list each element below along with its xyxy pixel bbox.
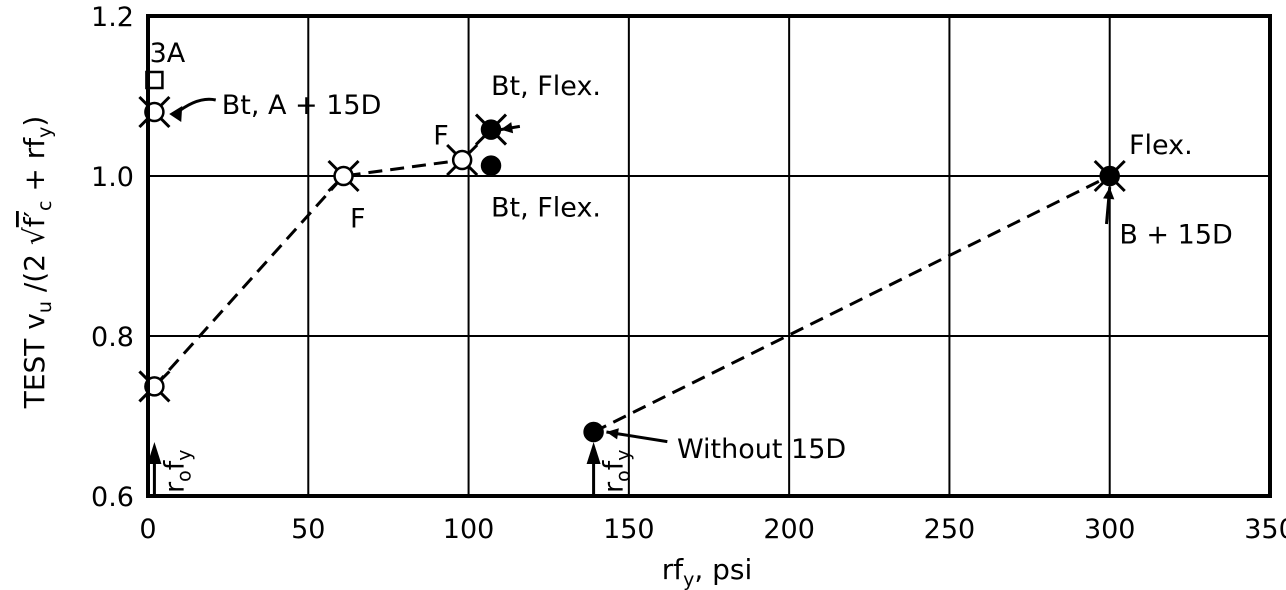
y-axis-label-main: TEST v bbox=[18, 313, 51, 409]
marker-label-f-sub: y bbox=[613, 450, 635, 461]
y-axis-label-fc-sub: c bbox=[34, 201, 56, 211]
data-point-filled-circle bbox=[583, 421, 604, 443]
y-axis-label-fc: f′ bbox=[18, 211, 51, 227]
data-point-open-circle-x bbox=[446, 143, 479, 177]
y-axis-label-mid: /(2 √ bbox=[18, 227, 51, 301]
annotation-label: Bt, Flex. bbox=[491, 71, 601, 102]
x-axis-label-main: rf bbox=[662, 553, 685, 586]
marker-label-f: f bbox=[159, 459, 190, 470]
marker-label-f-sub: y bbox=[173, 450, 195, 461]
marker-label: rofy bbox=[599, 450, 635, 494]
leader-bt-flex-head bbox=[500, 122, 514, 134]
y-tick-label: 0.6 bbox=[91, 482, 134, 513]
data-point-filled-circle-x bbox=[474, 113, 508, 146]
x-tick-label: 250 bbox=[924, 514, 976, 545]
annotation-label: Flex. bbox=[1129, 130, 1193, 161]
series-line bbox=[592, 174, 1111, 434]
marker-label-r-sub: o bbox=[613, 470, 635, 482]
x-tick-label: 100 bbox=[443, 514, 495, 545]
marker-label-r: r bbox=[599, 481, 630, 493]
point-circle bbox=[480, 119, 502, 140]
data-point-open-circle-x bbox=[138, 95, 171, 129]
annotation-label: Bt, A + 15D bbox=[222, 90, 382, 121]
y-axis-label-tail: + rf bbox=[18, 137, 51, 201]
annotation-label: B + 15D bbox=[1119, 220, 1232, 251]
marker-label: rofy bbox=[159, 450, 195, 494]
annotation-label: Bt, Flex. bbox=[491, 192, 601, 223]
point-circle bbox=[451, 149, 473, 171]
marker-label-f: f bbox=[599, 459, 630, 470]
x-axis-label-sub: y bbox=[683, 569, 694, 590]
y-axis-label: TEST vu /(2 √f′c + rfy) bbox=[18, 116, 56, 410]
point-circle bbox=[480, 155, 502, 176]
data-point-filled-circle-x bbox=[1093, 159, 1126, 193]
plot-frame bbox=[146, 14, 1272, 498]
x-tick-label: 0 bbox=[139, 514, 156, 545]
y-axis-label-close: ) bbox=[18, 116, 51, 127]
x-axis-label-unit: , psi bbox=[694, 553, 752, 586]
annotation-label: F bbox=[350, 204, 366, 235]
x-tick-label: 300 bbox=[1084, 514, 1136, 545]
series-lines bbox=[153, 158, 1111, 434]
point-circle bbox=[1099, 165, 1120, 187]
y-tick-label: 1.2 bbox=[91, 2, 134, 33]
leader-b-15d-head bbox=[1103, 187, 1115, 200]
x-axis-label: rfy, psi bbox=[662, 553, 753, 590]
annotation-arrowhead bbox=[169, 106, 183, 122]
x-tick-label: 150 bbox=[603, 514, 655, 545]
marker-label-r: r bbox=[159, 481, 190, 493]
y-tick-label: 0.8 bbox=[91, 322, 134, 353]
x-tick-label: 350 bbox=[1244, 514, 1286, 545]
annotation-label: Without 15D bbox=[677, 434, 846, 465]
marker-arrowhead bbox=[147, 442, 162, 464]
x-tick-label: 50 bbox=[291, 514, 325, 545]
annotation-label: F bbox=[433, 120, 449, 151]
data-points bbox=[138, 70, 1126, 443]
x-axis-ticks: 0 50 100 150 200 250 300 350 bbox=[139, 514, 1286, 545]
point-circle bbox=[333, 165, 354, 187]
y-axis-ticks: 0.6 0.8 1.0 1.2 bbox=[91, 2, 134, 513]
marker-label-r-sub: o bbox=[173, 470, 195, 482]
grid bbox=[147, 15, 1271, 497]
data-point-filled-circle bbox=[480, 155, 502, 176]
x-tick-label: 200 bbox=[763, 514, 815, 545]
point-circle bbox=[583, 421, 604, 443]
marker-arrowhead bbox=[586, 442, 601, 464]
y-tick-label: 1.0 bbox=[91, 162, 134, 193]
y-axis-label-tail-sub: y bbox=[34, 127, 56, 138]
leader-without-15d-head bbox=[606, 428, 619, 440]
data-point-open-circle-x bbox=[138, 370, 171, 403]
y-axis-label-sub: u bbox=[34, 301, 56, 313]
annotations: 3A Bt, A + 15D Bt, Flex. F Bt, Flex. F Flex. B … bbox=[150, 38, 1233, 465]
annotation-label: 3A bbox=[150, 38, 186, 69]
series-line bbox=[153, 158, 463, 388]
data-point-open-circle-x bbox=[327, 159, 360, 193]
